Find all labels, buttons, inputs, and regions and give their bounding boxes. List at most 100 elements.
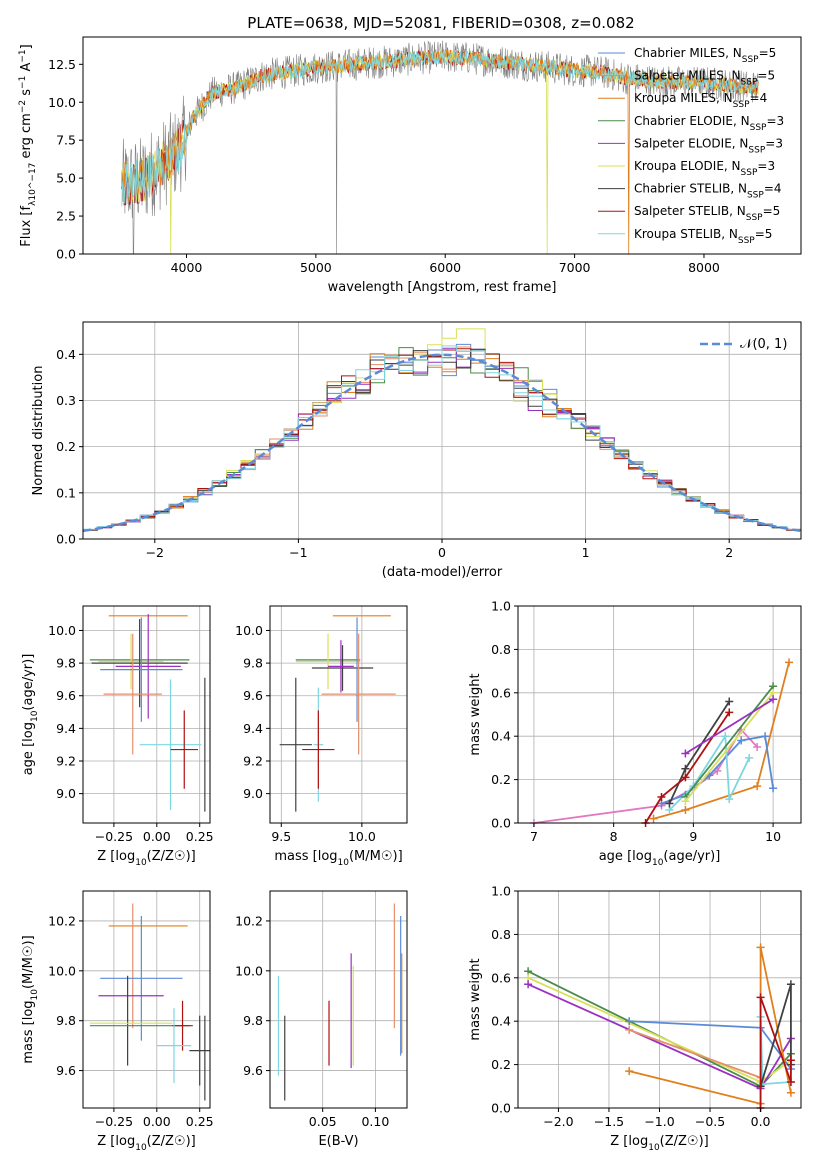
y-tick-label: 0.8 [491,927,511,942]
y-tick-label: 9.8 [243,1013,263,1028]
y-tick-label: 12.5 [48,57,76,72]
weight-marker [753,782,762,791]
weight-marker [745,753,754,762]
weight-marker [713,766,722,775]
weight-line [759,996,792,1108]
weight-line [684,692,774,802]
x-tick-label: 0 [438,545,446,560]
legend-label: Chabrier MILES, NSSP=5 [634,46,776,65]
weight-marker [785,658,794,667]
axes-frame [269,605,408,824]
x-tick-label: 8000 [688,260,720,275]
mass_vs_Z-panel: −0.25 0.00 0.25 9.6 9.8 10.0 10.2 Z [log10(Z/Z☉… [21,890,214,1153]
weight-marker [681,749,690,758]
x-tick-label: 8 [610,829,618,844]
weight-marker [725,708,734,717]
weight-marker [625,1067,634,1076]
weight_vs_Z-panel: −2.0 −1.5 −1.0 −0.5 0.0 0.0 0.2 0.4 0.6 0.8 1.0 Z [… [468,884,802,1153]
weight-marker [657,792,666,801]
weight-marker [786,980,795,989]
x-axis-label: E(B-V) [318,1134,358,1149]
y-tick-label: 0.0 [491,816,511,831]
y-tick-label: 9.2 [56,754,76,769]
y-tick-label: 0.1 [56,485,76,500]
weight-line [653,662,790,820]
x-tick-label: −0.25 [95,829,133,844]
weight_vs_age-panel: 7 8 9 10 0.0 0.2 0.4 0.6 0.8 1.0 age [log10(age/yr… [468,599,802,868]
y-tick-label: 9.4 [56,721,76,736]
x-tick-label: −0.5 [695,1114,725,1129]
y-tick-label: 0.0 [56,247,76,262]
y-tick-label: 10.0 [48,95,76,110]
x-tick-label: 0.10 [361,1114,389,1129]
x-axis-label: Z [log10(Z/Z☉)] [610,1134,708,1153]
weight-marker [769,695,778,704]
x-tick-label: 7 [530,829,538,844]
x-axis-label: wavelength [Angstrom, rest frame] [328,280,557,295]
model-spectrum [121,49,759,207]
weight-marker [769,784,778,793]
x-tick-label: 0.0 [751,1114,771,1129]
y-tick-label: 9.2 [243,754,263,769]
spectrum-panel: 4000 5000 6000 7000 8000 0.0 2.5 5.0 7.5 10.0 12.5… [18,36,802,295]
weight-marker [524,980,533,989]
age_vs_mass-panel: 9.5 10.0 9.0 9.2 9.4 9.6 9.8 10.0 mass [log10(M/… [235,605,408,868]
x-tick-label: 2 [725,545,733,560]
y-tick-label: 0.2 [491,1057,511,1072]
axes-frame [517,605,802,824]
y-tick-label: 1.0 [491,884,511,899]
y-axis-label: mass weight [468,673,483,755]
x-tick-label: 9 [689,829,697,844]
weight-marker [756,993,765,1002]
weight-marker [649,814,658,823]
y-tick-label: 10.0 [235,963,263,978]
x-tick-label: 9.5 [271,829,291,844]
axes-frame [82,36,802,255]
weight-marker [665,799,674,808]
legend-label: Chabrier ELODIE, NSSP=3 [634,114,784,133]
weight-line [533,728,758,824]
y-axis-label: age [log10(age/yr)] [21,654,40,776]
weight-marker [753,743,762,752]
residuals-panel: −2 −1 0 1 2 0.0 0.1 0.2 0.3 0.4 (data-model)/error… [31,321,802,580]
weight-marker [786,1056,795,1065]
weight-line [644,711,731,824]
y-tick-label: 0.3 [56,393,76,408]
x-tick-label: 0.25 [186,1114,214,1129]
x-axis-label: age [log10(age/yr)] [599,849,721,868]
weight-marker [737,736,746,745]
weight-marker [681,797,690,806]
weight-marker [681,764,690,773]
x-tick-label: 6000 [429,260,461,275]
weight-marker [725,795,734,804]
x-tick-label: −1 [289,545,307,560]
y-tick-label: 10.0 [235,623,263,638]
y-tick-label: 0.4 [491,1014,511,1029]
y-axis-label: Normed distribution [31,366,46,496]
y-tick-label: 9.6 [56,1063,76,1078]
age_vs_Z-panel: −0.25 0.00 0.25 9.0 9.2 9.4 9.6 9.8 10.0 Z [log10… [21,605,214,868]
x-axis-label: Z [log10(Z/Z☉)] [97,849,195,868]
y-tick-label: 5.0 [56,171,76,186]
figure-title: PLATE=0638, MJD=52081, FIBERID=0308, z=0… [247,14,634,32]
y-tick-label: 0.6 [491,970,511,985]
legend-label: Kroupa STELIB, NSSP=5 [634,227,772,246]
y-tick-label: 9.8 [56,656,76,671]
x-tick-label: 5000 [300,260,332,275]
axes-frame [82,890,211,1109]
y-tick-label: 0.4 [491,729,511,744]
axes-frame [82,605,211,824]
weight-marker [786,1077,795,1086]
legend-label: Salpeter MILES, NSSP=5 [634,69,775,88]
x-axis-label: mass [log10(M/M☉)] [274,849,402,868]
x-tick-label: −2.0 [543,1114,573,1129]
y-tick-label: 0.6 [491,685,511,700]
spectrum-plot-area [121,40,759,254]
y-tick-label: 9.0 [243,786,263,801]
y-tick-label: 0.2 [56,439,76,454]
weight-marker [681,773,690,782]
y-tick-label: 0.8 [491,642,511,657]
weight-marker [721,732,730,741]
legend-label: Salpeter ELODIE, NSSP=3 [634,136,783,155]
